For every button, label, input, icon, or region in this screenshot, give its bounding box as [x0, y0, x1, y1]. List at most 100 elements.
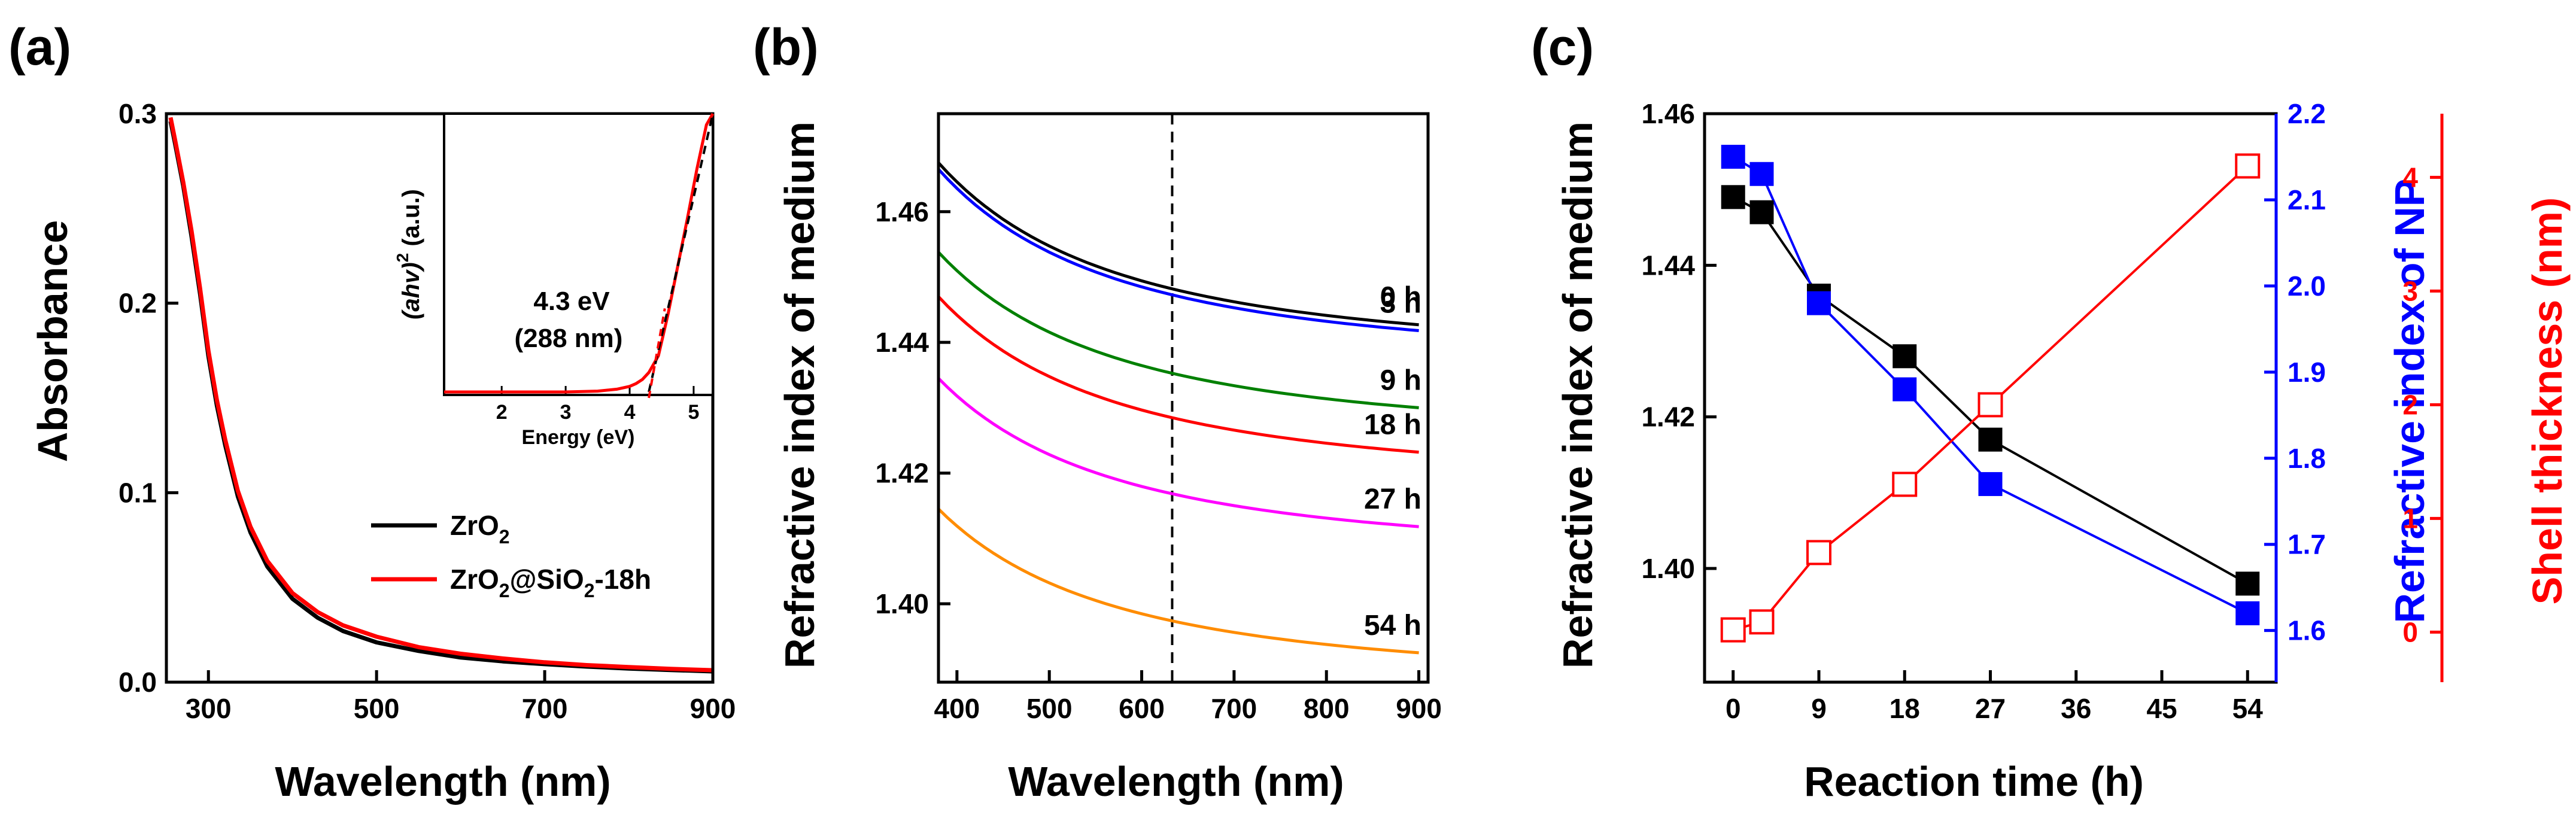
legend-zs-sub2: 2 — [584, 580, 595, 601]
legend-zs-sub1: 2 — [499, 580, 510, 601]
panel-a-frame — [165, 112, 715, 684]
x-tick-label: 500 — [354, 693, 400, 724]
inset-annotation-wavelength: (288 nm) — [515, 324, 623, 353]
x-tick-label: 700 — [1211, 693, 1257, 724]
curve-label: 54 h — [1364, 610, 1421, 641]
x-tick-label: 700 — [522, 693, 568, 724]
x-tick-label: 600 — [1119, 693, 1165, 724]
y-shell-tick-label: 1 — [2402, 503, 2418, 534]
legend-zro2-base: ZrO — [450, 510, 499, 541]
data-point — [2235, 601, 2260, 625]
y-shell-tick-label: 0 — [2402, 616, 2418, 647]
panel-c-ticks: 0 9 18 27 36 45 54 1.40 1.42 1.44 1.46 1.6 1.7 1.8 1.9… — [1641, 98, 2442, 724]
y-tick-label: 1.42 — [875, 458, 929, 489]
y-np-tick-label: 2.1 — [2288, 184, 2326, 215]
inset-tangent-red — [648, 308, 666, 399]
y-shell-tick-label: 4 — [2402, 162, 2418, 193]
panel-a-legend: ZrO2 ZrO2@SiO2-18h — [371, 510, 651, 601]
y-np-tick-label: 2.0 — [2288, 270, 2326, 302]
data-point — [1721, 185, 1745, 209]
inset-tauc-curve — [444, 112, 715, 394]
panel-b: (b) Refractive index of medium Wavelengt… — [753, 19, 1442, 805]
y-left-tick-label: 1.40 — [1641, 553, 1695, 584]
y-shell-tick-label: 3 — [2402, 275, 2418, 306]
data-point — [2235, 153, 2261, 179]
inset-plot — [444, 112, 715, 399]
panel-b-ticks: 400 500 600 700 800 900 1.40 1.42 1.44 1.46 — [875, 196, 1441, 724]
y-tick-label: 0.0 — [119, 667, 157, 698]
x-tick-label: 27 — [1975, 693, 2006, 724]
panel-b-plot — [937, 114, 1419, 682]
data-point — [1806, 540, 1831, 565]
panel-b-xlabel: Wavelength (nm) — [1008, 758, 1344, 805]
series-line — [1732, 196, 2249, 585]
y-left-tick-label: 1.46 — [1641, 98, 1695, 129]
y-tick-label: 0.3 — [119, 98, 157, 129]
curve-label: 3 h — [1380, 288, 1421, 320]
panel-c: (c) Refractive index of medium Refractiv… — [1531, 19, 2571, 805]
x-tick-label: 0 — [1726, 693, 1741, 724]
panel-b-curve-labels: 0 h3 h 9 h 18 h 27 h 54 h — [1364, 282, 1421, 641]
inset-ticks: 2 3 4 5 — [496, 386, 699, 424]
panel-c-xlabel: Reaction time (h) — [1804, 758, 2144, 805]
y-tick-label: 1.40 — [875, 588, 929, 619]
panel-a-ylabel: Absorbance — [29, 220, 76, 463]
inset-xlabel: Energy (eV) — [522, 426, 635, 449]
y-left-tick-label: 1.44 — [1641, 250, 1695, 281]
panel-b-label: (b) — [753, 19, 819, 76]
x-tick-label: 36 — [2061, 693, 2091, 724]
refractive-index-curve — [937, 162, 1419, 327]
data-point — [1749, 162, 1774, 186]
y-np-tick-label: 1.9 — [2288, 357, 2326, 388]
panel-a-label: (a) — [8, 19, 71, 76]
refractive-index-curve — [937, 377, 1419, 528]
panel-a-xlabel: Wavelength (nm) — [275, 758, 610, 805]
data-point — [1720, 617, 1746, 643]
x-tick-label: 900 — [1396, 693, 1442, 724]
x-tick-label: 54 — [2232, 693, 2264, 724]
data-point — [1977, 392, 2003, 418]
inset-ylabel-a: (ahv) — [398, 262, 424, 320]
panel-c-ylabel-left: Refractive index of medium — [1554, 121, 1601, 668]
inset-annotation-energy: 4.3 eV — [533, 287, 610, 316]
inset-x-tick-label: 2 — [496, 401, 508, 424]
inset-tangent-black — [648, 113, 714, 393]
inset-ylabel-sup: 2 — [393, 253, 412, 263]
x-tick-label: 18 — [1890, 693, 1920, 724]
legend-zs-tail: -18h — [594, 564, 651, 595]
y-np-tick-label: 1.7 — [2288, 529, 2326, 560]
refractive-index-curve — [937, 168, 1419, 332]
y-np-tick-label: 1.8 — [2288, 443, 2326, 474]
legend-label-zro2-sio2: ZrO2@SiO2-18h — [450, 564, 651, 601]
data-point — [1721, 144, 1745, 169]
curve-label: 27 h — [1364, 484, 1421, 515]
y-np-tick-label: 2.2 — [2288, 98, 2326, 129]
refractive-index-curve — [937, 295, 1419, 454]
data-point — [1978, 427, 2003, 452]
inset-x-tick-label: 4 — [624, 401, 636, 424]
panel-b-ylabel: Refractive index of medium — [776, 121, 823, 668]
data-point — [2235, 571, 2260, 596]
legend-label-zro2: ZrO2 — [450, 510, 510, 548]
legend-zs-base: ZrO — [450, 564, 499, 595]
data-point — [1892, 377, 1917, 402]
curve-label: 9 h — [1380, 364, 1421, 396]
y-tick-label: 0.2 — [119, 288, 157, 319]
panel-c-label: (c) — [1531, 19, 1594, 76]
inset-ylabel-b: (a.u.) — [398, 189, 424, 253]
x-tick-label: 45 — [2146, 693, 2177, 724]
refractive-index-curve — [937, 251, 1419, 409]
inset-ylabel: (ahv)2 (a.u.) — [393, 189, 424, 320]
curve-label: 0 h — [1380, 282, 1421, 314]
x-tick-label: 400 — [934, 693, 980, 724]
inset-frame — [443, 112, 714, 396]
y-tick-label: 1.44 — [875, 327, 929, 358]
y-shell-tick-label: 2 — [2402, 389, 2418, 420]
data-point — [1749, 200, 1774, 224]
data-point — [1892, 472, 1918, 497]
refractive-index-curve — [937, 507, 1419, 655]
panel-c-ylabel-np: Refractive index of NP — [2386, 179, 2433, 624]
data-point — [1978, 472, 2003, 496]
